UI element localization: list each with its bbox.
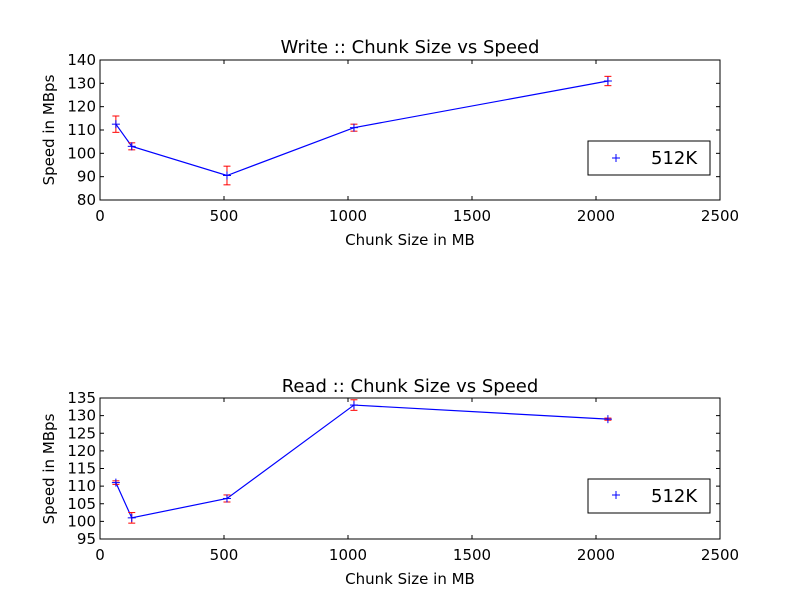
write-legend-label: 512K [651, 148, 698, 169]
read-y-tick-label: 110 [67, 477, 96, 495]
read-x-tick-label: 1000 [329, 546, 367, 564]
write-y-tick-label: 80 [77, 191, 96, 209]
read-legend-box [587, 478, 711, 514]
write-x-tick-label: 0 [95, 207, 105, 225]
write-y-tick-label: 120 [67, 98, 96, 116]
read-y-tick-label: 130 [67, 407, 96, 425]
write-y-tick-label: 110 [67, 121, 96, 139]
read-chart-xlabel: Chunk Size in MB [345, 570, 475, 588]
read-x-tick-label: 2500 [701, 546, 739, 564]
read-chart-frame [99, 397, 721, 540]
read-chart-legend: 512K [587, 478, 711, 514]
read-chart-title: Read :: Chunk Size vs Speed [282, 376, 539, 397]
read-y-tick-label: 115 [67, 460, 96, 478]
write-chart-frame [99, 59, 721, 201]
write-x-tick-label: 2500 [701, 207, 739, 225]
read-x-tick-label: 1500 [453, 546, 491, 564]
read-x-tick-label: 0 [95, 546, 105, 564]
write-x-tick-label: 1000 [329, 207, 367, 225]
read-y-tick-label: 120 [67, 442, 96, 460]
read-y-tick-label: 95 [77, 530, 96, 548]
read-x-tick-label: 2000 [577, 546, 615, 564]
write-y-tick-label: 140 [67, 51, 96, 69]
write-chart: Write :: Chunk Size vs Speed Chunk Size … [40, 37, 739, 249]
write-series-line [115, 80, 609, 177]
read-chart-ticks: 0 500 1000 1500 2000 2500 95100105110115120125… [67, 389, 739, 564]
write-y-tick-label: 90 [77, 168, 96, 186]
read-y-tick-label: 105 [67, 495, 96, 513]
write-legend-box [587, 140, 711, 176]
write-x-tick-label: 500 [210, 207, 239, 225]
write-y-tick-label: 100 [67, 144, 96, 162]
write-chart-legend: 512K [587, 140, 711, 176]
read-legend-label: 512K [651, 486, 698, 507]
write-chart-ticks: 0 500 1000 1500 2000 2500 80 90 100 110 120 130 140 [67, 51, 739, 225]
read-chart-ylabel: Speed in MBps [40, 413, 58, 524]
read-series-line [115, 404, 608, 519]
write-y-tick-label: 130 [67, 74, 96, 92]
read-chart: Read :: Chunk Size vs Speed Chunk Size i… [40, 376, 739, 588]
write-x-tick-label: 1500 [453, 207, 491, 225]
write-chart-plot-area [111, 75, 612, 186]
write-chart-ylabel: Speed in MBps [40, 74, 58, 185]
read-x-tick-label: 500 [210, 546, 239, 564]
write-chart-xlabel: Chunk Size in MB [345, 231, 475, 249]
write-x-tick-label: 2000 [577, 207, 615, 225]
read-chart-plot-area [111, 399, 612, 524]
read-y-tick-label: 135 [67, 389, 96, 407]
read-y-tick-label: 125 [67, 424, 96, 442]
write-chart-title: Write :: Chunk Size vs Speed [281, 37, 540, 58]
read-y-tick-label: 100 [67, 512, 96, 530]
